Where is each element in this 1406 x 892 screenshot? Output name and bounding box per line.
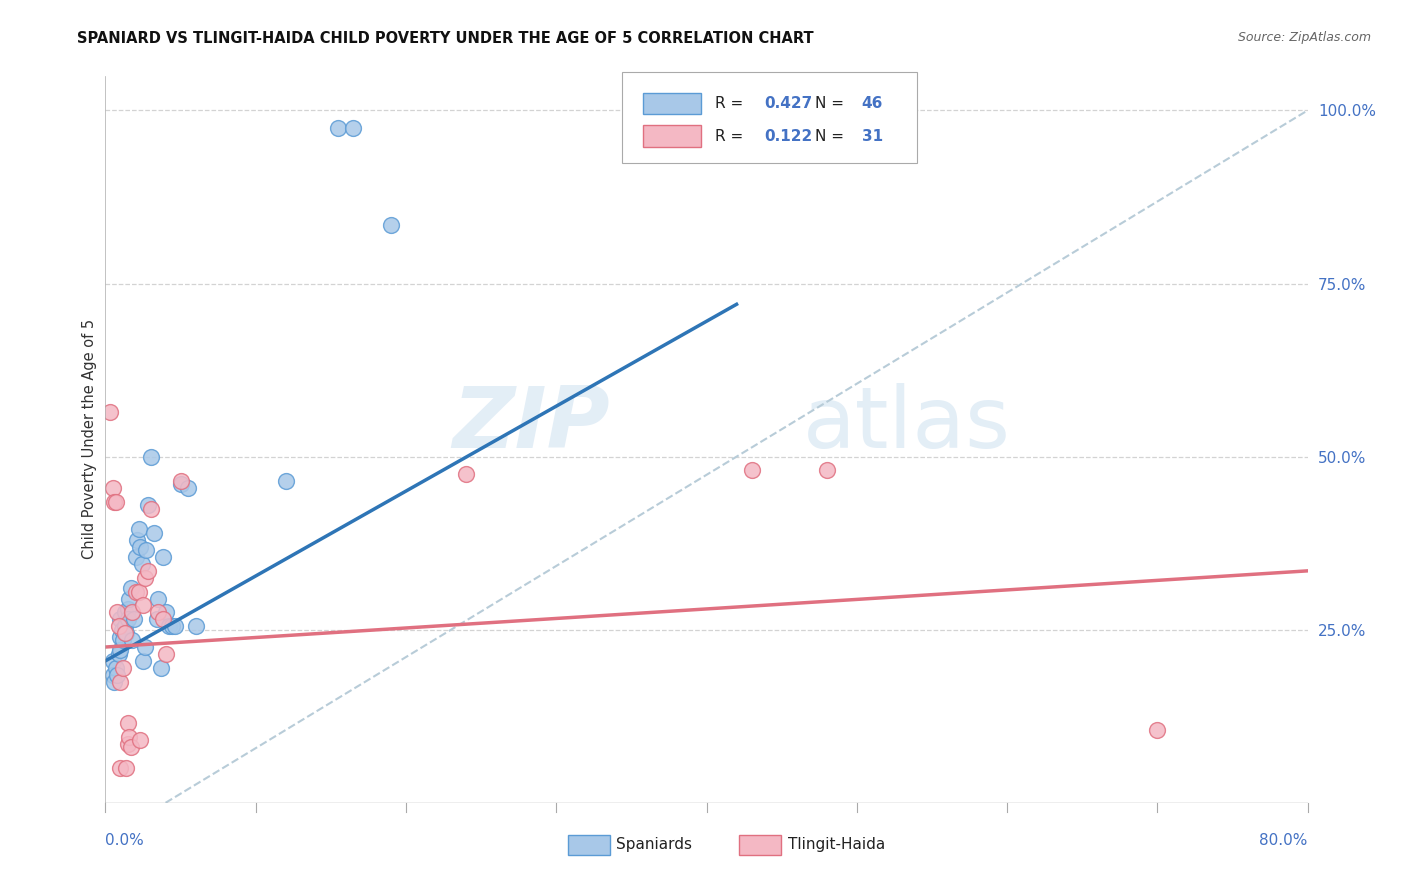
- Point: [120, 581, 142, 595]
- FancyBboxPatch shape: [740, 835, 782, 855]
- Point: [117, 737, 139, 751]
- Point: [117, 612, 139, 626]
- Point: [456, 467, 478, 481]
- Point: [117, 602, 139, 616]
- Point: [146, 606, 169, 620]
- Point: [101, 481, 124, 495]
- Text: ZIP: ZIP: [453, 384, 610, 467]
- Point: [136, 564, 159, 578]
- Point: [135, 543, 157, 558]
- Point: [155, 647, 177, 661]
- Point: [132, 599, 155, 613]
- Text: 0.427: 0.427: [765, 96, 813, 111]
- Point: [118, 591, 141, 606]
- Point: [110, 761, 132, 775]
- Point: [134, 640, 156, 654]
- Point: [111, 623, 134, 637]
- Text: R =: R =: [714, 128, 744, 144]
- Point: [108, 619, 131, 633]
- Point: [142, 525, 165, 540]
- Point: [184, 619, 207, 633]
- Point: [146, 591, 169, 606]
- Point: [110, 643, 132, 657]
- Text: R =: R =: [714, 96, 744, 111]
- Point: [104, 494, 127, 508]
- Point: [103, 674, 125, 689]
- Point: [152, 549, 174, 564]
- Point: [177, 481, 200, 495]
- Point: [152, 612, 174, 626]
- Point: [815, 463, 838, 477]
- Point: [103, 494, 125, 508]
- Point: [129, 540, 152, 554]
- Point: [131, 557, 153, 571]
- Point: [160, 619, 183, 633]
- Text: SPANIARD VS TLINGIT-HAIDA CHILD POVERTY UNDER THE AGE OF 5 CORRELATION CHART: SPANIARD VS TLINGIT-HAIDA CHILD POVERTY …: [77, 31, 814, 46]
- Text: Spaniards: Spaniards: [616, 838, 692, 853]
- Text: atlas: atlas: [803, 384, 1011, 467]
- Point: [98, 404, 121, 418]
- Point: [115, 626, 138, 640]
- FancyBboxPatch shape: [623, 72, 917, 163]
- Point: [139, 501, 162, 516]
- Point: [104, 661, 127, 675]
- FancyBboxPatch shape: [643, 93, 700, 114]
- Point: [169, 477, 191, 491]
- Point: [120, 740, 142, 755]
- Point: [128, 522, 150, 536]
- Point: [114, 606, 136, 620]
- Point: [107, 667, 129, 681]
- Point: [124, 549, 146, 564]
- Point: [163, 619, 186, 633]
- Text: N =: N =: [814, 96, 844, 111]
- Point: [108, 647, 131, 661]
- Y-axis label: Child Poverty Under the Age of 5: Child Poverty Under the Age of 5: [82, 319, 97, 559]
- Point: [741, 463, 763, 477]
- Point: [114, 626, 136, 640]
- Point: [101, 654, 124, 668]
- Point: [157, 619, 180, 633]
- FancyBboxPatch shape: [568, 835, 610, 855]
- FancyBboxPatch shape: [643, 125, 700, 147]
- Point: [117, 716, 139, 731]
- Point: [1146, 723, 1168, 737]
- Point: [115, 761, 138, 775]
- Text: Source: ZipAtlas.com: Source: ZipAtlas.com: [1237, 31, 1371, 45]
- Point: [328, 120, 350, 135]
- Point: [114, 619, 136, 633]
- Point: [112, 633, 135, 648]
- Point: [169, 474, 191, 488]
- Point: [121, 606, 143, 620]
- Point: [380, 218, 402, 232]
- Point: [139, 450, 162, 464]
- Point: [155, 606, 177, 620]
- Point: [125, 533, 148, 547]
- Point: [110, 674, 132, 689]
- Point: [150, 661, 173, 675]
- Point: [136, 498, 159, 512]
- Point: [342, 120, 364, 135]
- Text: 31: 31: [862, 128, 883, 144]
- Point: [121, 633, 143, 648]
- Point: [124, 584, 146, 599]
- Text: 46: 46: [862, 96, 883, 111]
- Text: 0.0%: 0.0%: [105, 833, 145, 848]
- Point: [107, 606, 129, 620]
- Point: [112, 661, 135, 675]
- Text: Tlingit-Haida: Tlingit-Haida: [789, 838, 886, 853]
- Point: [101, 667, 124, 681]
- Text: 80.0%: 80.0%: [1260, 833, 1308, 848]
- Point: [129, 733, 152, 747]
- Text: 0.122: 0.122: [765, 128, 813, 144]
- Point: [132, 654, 155, 668]
- Point: [122, 612, 145, 626]
- Point: [274, 474, 297, 488]
- Text: N =: N =: [814, 128, 844, 144]
- Point: [110, 612, 132, 626]
- Point: [118, 730, 141, 744]
- Point: [110, 630, 132, 644]
- Point: [134, 571, 156, 585]
- Point: [145, 612, 167, 626]
- Point: [128, 584, 150, 599]
